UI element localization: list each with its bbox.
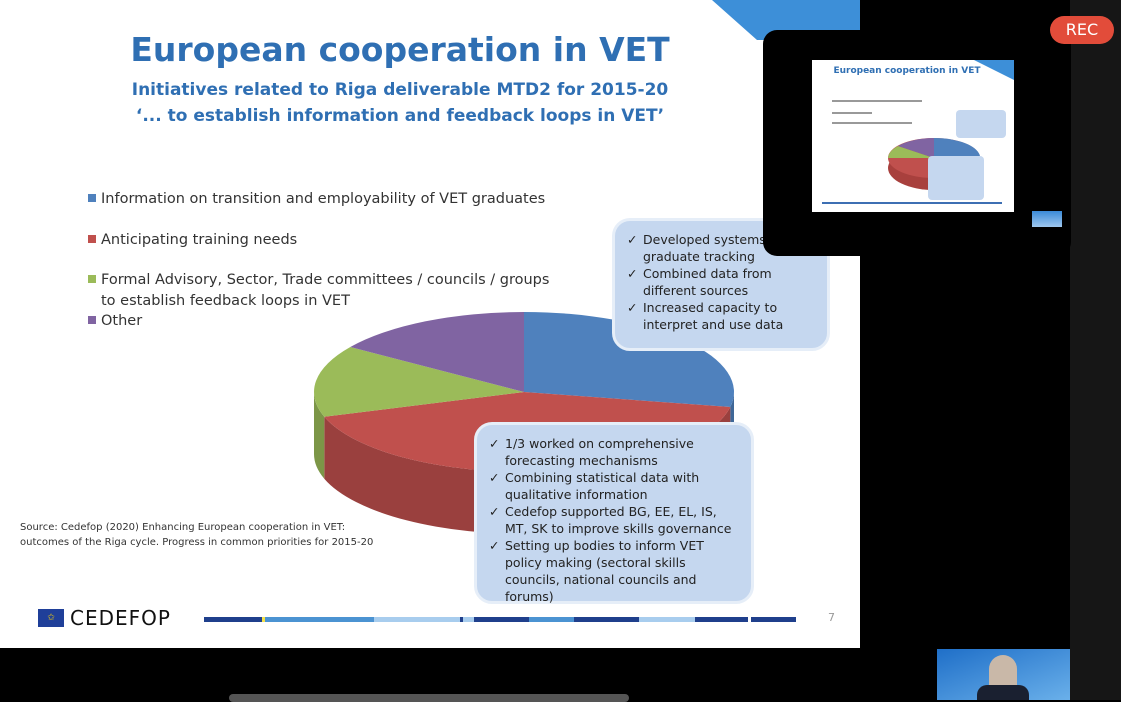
eu-flag-icon: ✩ xyxy=(38,609,64,627)
horizontal-scrollbar[interactable] xyxy=(229,694,629,702)
pie-slice-2 xyxy=(314,347,524,417)
pie-slice-0 xyxy=(524,311,735,407)
legend-item: Information on transition and employabil… xyxy=(88,189,568,210)
callout-item: Setting up bodies to inform VET policy m… xyxy=(489,537,739,605)
callout-item: Developed systems of graduate tracking xyxy=(627,231,815,265)
slide-title: European cooperation in VET xyxy=(130,30,670,69)
callout-item: Combining statistical data with qualitat… xyxy=(489,469,739,503)
presentation-slide: European cooperation in VET Initiatives … xyxy=(0,0,860,648)
legend-item: Anticipating training needs xyxy=(88,230,568,251)
legend-label: Formal Advisory, Sector, Trade committee… xyxy=(101,272,550,309)
pie-slice-3 xyxy=(350,312,524,392)
callout-item: Cedefop supported BG, EE, EL, IS, MT, SK… xyxy=(489,503,739,537)
participant-video-thumbnail[interactable] xyxy=(1032,211,1062,227)
recording-indicator: REC xyxy=(1050,16,1114,44)
thumbnail-title: European cooperation in VET xyxy=(833,66,981,76)
legend-label: Anticipating training needs xyxy=(101,232,298,248)
cedefop-logo: ✩ CEDEFOP xyxy=(38,606,171,630)
page-number: 7 xyxy=(828,611,835,624)
legend-swatch xyxy=(88,235,96,243)
slide-subtitle-quote: ‘... to establish information and feedba… xyxy=(135,106,665,126)
legend-label: Information on transition and employabil… xyxy=(101,191,546,207)
right-panel xyxy=(1070,0,1121,700)
footer-color-band xyxy=(204,617,796,622)
legend-swatch xyxy=(88,194,96,202)
legend-item: Formal Advisory, Sector, Trade committee… xyxy=(88,270,558,312)
slide-subtitle: Initiatives related to Riga deliverable … xyxy=(131,80,669,100)
legend-item: Other xyxy=(88,311,568,332)
source-note: Source: Cedefop (2020) Enhancing Europea… xyxy=(20,522,374,548)
logo-text: CEDEFOP xyxy=(70,606,171,630)
callout-anticipating-needs: 1/3 worked on comprehensive forecasting … xyxy=(474,422,754,604)
slide-thumbnail: European cooperation in VET xyxy=(812,60,1014,212)
callout-item: Increased capacity to interpret and use … xyxy=(627,299,815,333)
legend-label: Other xyxy=(101,313,143,329)
callout-item: 1/3 worked on comprehensive forecasting … xyxy=(489,435,739,469)
legend-swatch xyxy=(88,316,96,324)
callout-item: Combined data from different sources xyxy=(627,265,815,299)
participant-video[interactable] xyxy=(937,649,1070,700)
legend-swatch xyxy=(88,275,96,283)
thumbnail-pie xyxy=(822,100,1006,204)
pie-slice-side-2 xyxy=(314,392,325,479)
